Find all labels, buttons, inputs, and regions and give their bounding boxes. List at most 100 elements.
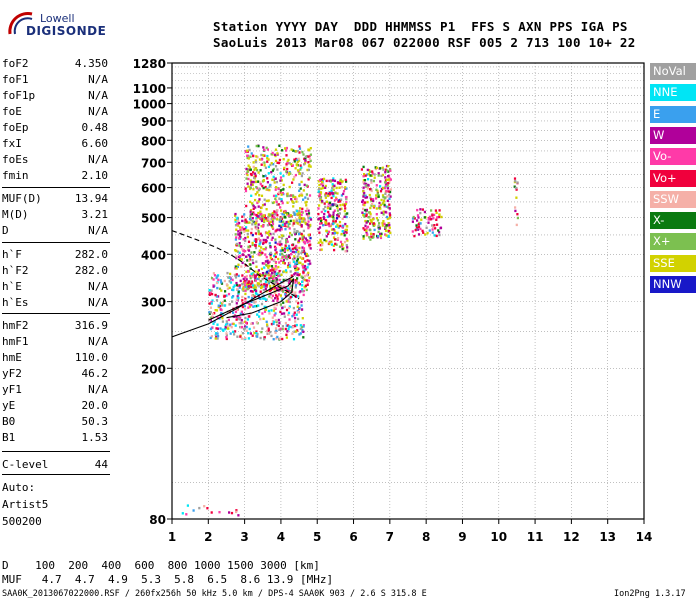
legend-w: W — [650, 126, 696, 144]
echo-point — [343, 204, 346, 207]
echo-point — [364, 201, 367, 204]
echo-point — [252, 261, 255, 265]
echo-point — [301, 246, 304, 249]
echo-point — [291, 199, 294, 203]
echo-point — [372, 198, 375, 201]
echo-point — [220, 281, 223, 284]
echo-point — [223, 304, 226, 307]
echo-point — [240, 319, 243, 322]
echo-point — [389, 195, 392, 198]
echo-point — [212, 272, 215, 275]
echo-point — [375, 166, 379, 170]
echo-point — [211, 326, 214, 329]
echo-point — [416, 228, 420, 231]
echo-point — [209, 291, 212, 295]
echo-point — [292, 222, 295, 225]
echo-point — [246, 154, 249, 157]
echo-point — [294, 197, 297, 201]
echo-point — [387, 182, 390, 185]
echo-point — [318, 196, 322, 199]
echo-point — [286, 330, 289, 333]
param-name: hmE — [2, 351, 22, 364]
echo-point — [380, 211, 383, 214]
param-row-hme: hmE 110.0 — [2, 351, 108, 365]
echo-point — [260, 153, 263, 157]
echo-point — [309, 147, 312, 150]
digisonde-logo: Lowell DIGISONDE — [0, 0, 110, 50]
echo-point — [249, 186, 252, 189]
echo-point — [214, 337, 217, 340]
echo-point — [237, 255, 241, 259]
echo-point — [270, 296, 273, 300]
echo-point — [293, 158, 296, 161]
echo-point — [362, 186, 365, 189]
echo-point — [225, 334, 228, 337]
echo-point — [261, 262, 264, 265]
echo-point — [246, 318, 249, 321]
echo-point — [241, 321, 244, 324]
echo-point — [237, 514, 240, 517]
echo-point — [281, 252, 284, 256]
echo-point — [285, 146, 288, 150]
echo-point — [216, 275, 219, 278]
echo-point — [269, 163, 272, 167]
echo-point — [235, 315, 238, 318]
legend-vo: Vo+ — [650, 169, 696, 187]
echo-point — [272, 194, 276, 198]
echo-point — [431, 224, 434, 227]
param-row-yf2: yF2 46.2 — [2, 367, 108, 381]
echo-point — [387, 165, 390, 168]
echo-point — [362, 195, 365, 198]
echo-point — [331, 203, 334, 206]
echo-point — [251, 334, 254, 337]
echo-point — [381, 224, 384, 227]
y-tick-label: 500 — [141, 212, 166, 226]
echo-point — [274, 267, 277, 270]
echo-point — [257, 211, 260, 215]
echo-point — [239, 258, 242, 261]
echo-point — [281, 297, 284, 300]
echo-point — [362, 237, 365, 240]
echo-point — [249, 276, 252, 280]
echo-point — [279, 303, 282, 306]
echo-point — [248, 315, 251, 318]
echo-point — [241, 332, 244, 335]
echo-point — [337, 215, 340, 218]
echo-point — [436, 216, 439, 219]
echo-point — [271, 287, 274, 291]
echo-point — [378, 205, 381, 208]
echo-point — [247, 245, 250, 249]
echo-point — [254, 206, 257, 209]
echo-point — [306, 168, 309, 172]
echo-point — [427, 221, 430, 224]
echo-point — [273, 279, 276, 282]
echo-point — [336, 225, 340, 228]
echo-point — [323, 202, 326, 205]
echo-point — [285, 224, 288, 227]
param-name: foF1p — [2, 89, 36, 102]
echo-point — [317, 241, 320, 244]
echo-point — [267, 266, 270, 269]
echo-point — [414, 228, 417, 232]
echo-point — [263, 305, 266, 309]
echo-point — [291, 250, 294, 254]
echo-point — [235, 242, 238, 246]
echo-point — [252, 273, 255, 277]
echo-point — [246, 235, 249, 239]
echo-point — [323, 177, 326, 181]
echo-point — [244, 336, 247, 340]
echo-point — [234, 238, 237, 241]
echo-point — [295, 197, 298, 200]
echo-point — [298, 209, 301, 213]
echo-point — [210, 289, 213, 292]
echo-point — [335, 243, 338, 246]
echo-point — [251, 243, 254, 247]
echo-point — [334, 220, 337, 223]
echo-point — [276, 282, 279, 286]
echo-point — [362, 213, 365, 217]
echo-point — [255, 160, 258, 164]
echo-point — [244, 297, 247, 301]
echo-point — [370, 204, 373, 207]
echo-point — [249, 263, 252, 266]
echo-point — [247, 185, 250, 188]
